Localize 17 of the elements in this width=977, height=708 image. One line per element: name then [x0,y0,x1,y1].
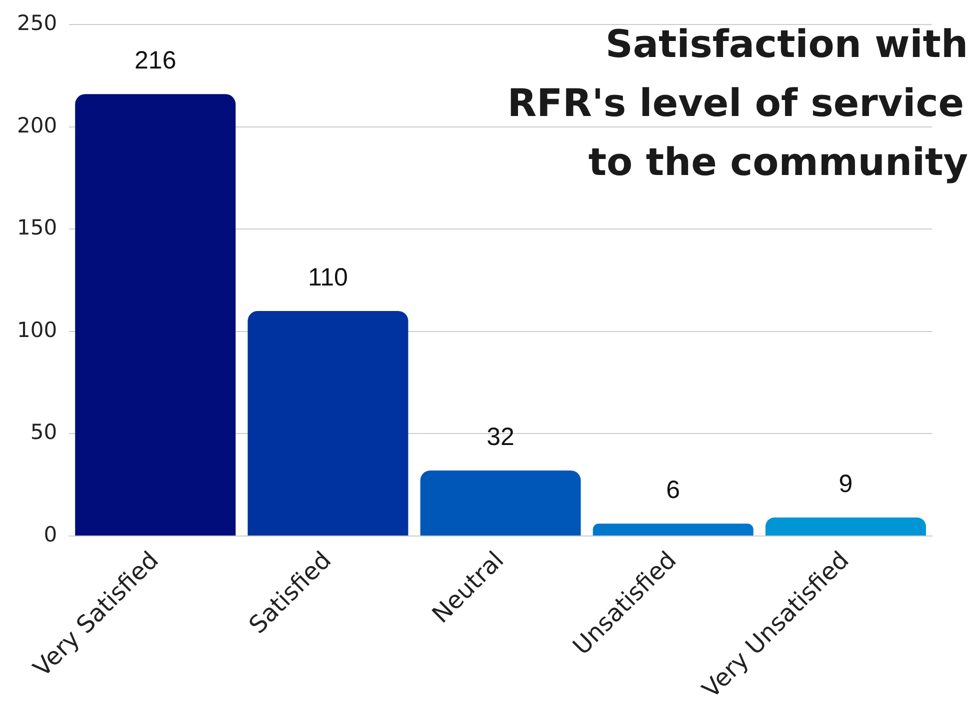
bar [765,518,926,536]
bar [248,310,408,536]
y-tick-label: 200 [16,113,58,138]
data-label: 32 [486,422,514,451]
text: Satisfaction with RFR's level of service to the community [507,22,968,184]
bar [592,524,754,536]
y-tick-label: 100 [16,318,58,342]
data-label: 110 [308,263,348,292]
data-label: 216 [134,46,176,75]
bar [420,470,581,536]
y-tick-label: 250 [16,11,58,36]
data-label: 9 [838,470,853,498]
data-label: 6 [666,476,680,504]
y-tick-label: 150 [16,216,58,240]
y-tick-label: 50 [30,420,58,444]
y-tick-label: 0 [44,522,58,546]
bar [75,94,236,536]
